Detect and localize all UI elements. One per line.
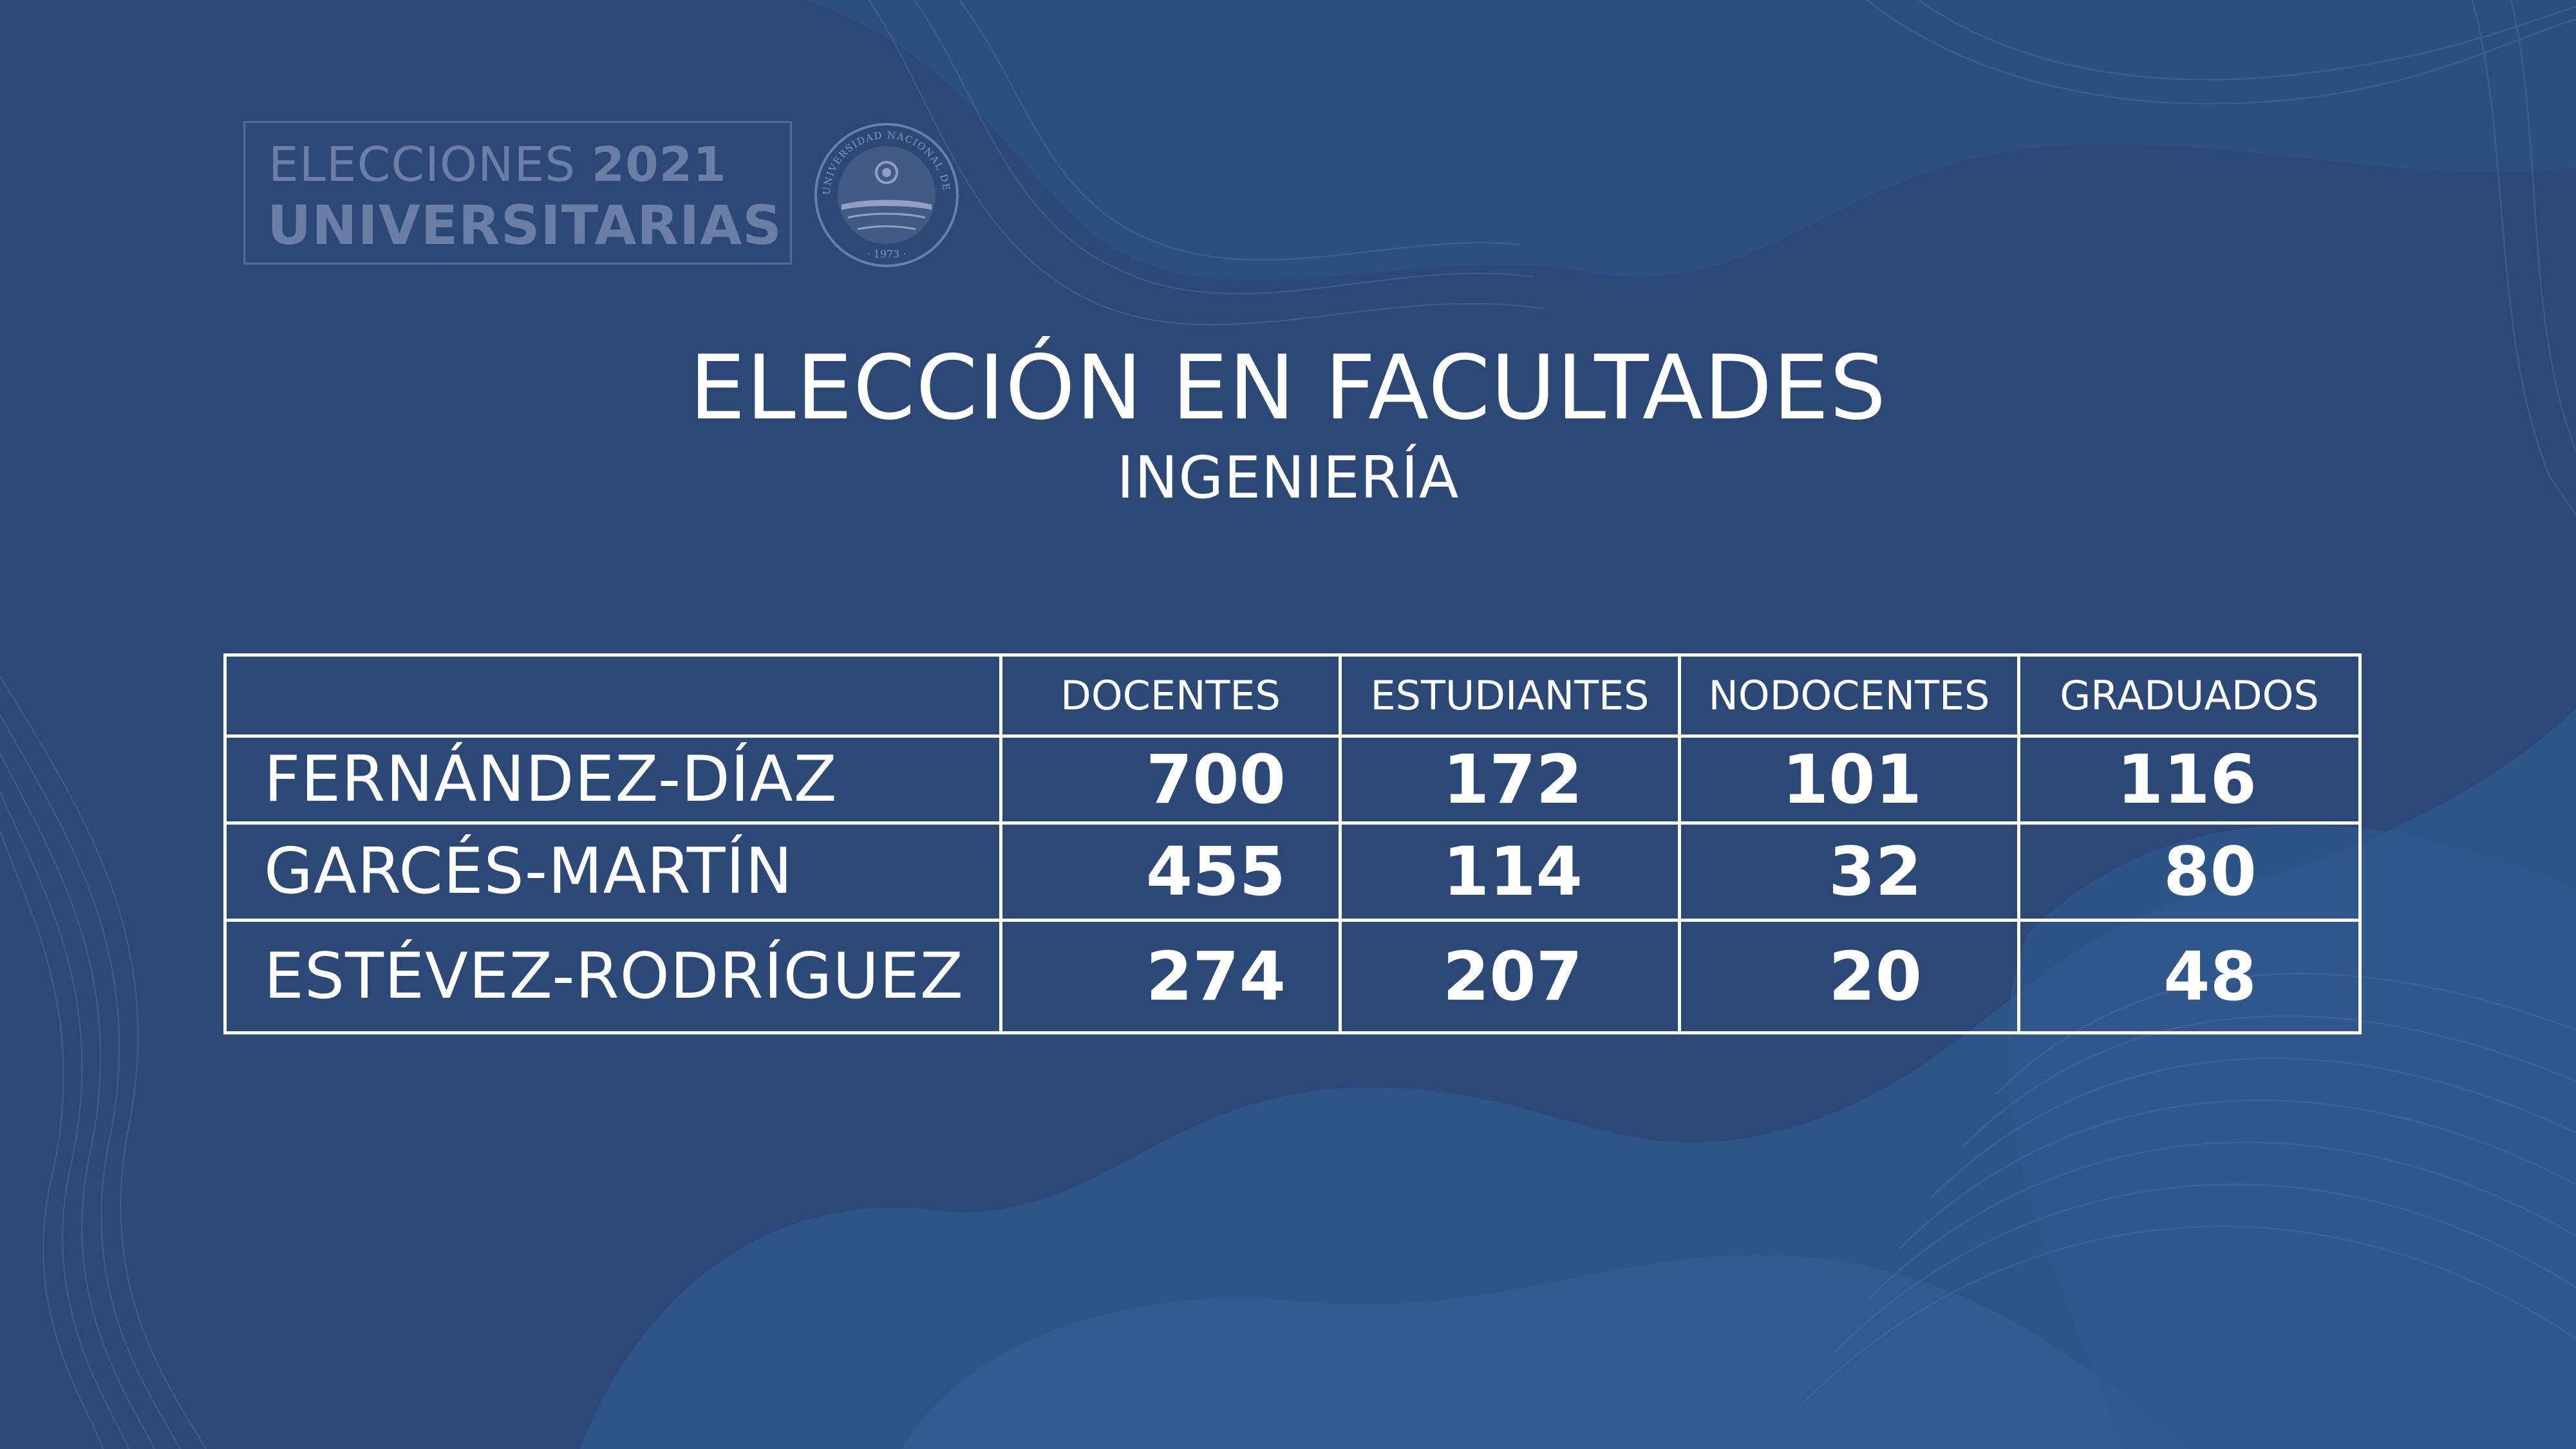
votes-graduados: 48: [2017, 919, 2362, 1034]
sun-icon: [875, 161, 898, 184]
elections-logo: ELECCIONES 2021 UNIVERSITARIAS: [243, 121, 792, 265]
votes-nodocentes: 101: [1678, 734, 2020, 825]
table-row: ESTÉVEZ-RODRÍGUEZ 274 207 20 48: [223, 919, 2362, 1034]
votes-docentes: 274: [999, 919, 1342, 1034]
votes-graduados: 116: [2017, 734, 2362, 825]
table-row: GARCÉS-MARTÍN 455 114 32 80: [223, 821, 2362, 922]
candidate-name: GARCÉS-MARTÍN: [223, 821, 1002, 922]
header-empty: [223, 653, 1002, 738]
logo-year: 2021: [591, 137, 727, 192]
votes-nodocentes: 32: [1678, 821, 2020, 922]
header-nodocentes: NODOCENTES: [1678, 653, 2020, 738]
votes-estudiantes: 207: [1339, 919, 1681, 1034]
university-seal: UNIVERSIDAD NACIONAL DE SAN JUAN · 1973 …: [813, 121, 959, 267]
logo-line-2: UNIVERSITARIAS: [267, 194, 782, 257]
votes-estudiantes: 114: [1339, 821, 1681, 922]
votes-graduados: 80: [2017, 821, 2362, 922]
logo-line-1: ELECCIONES 2021: [268, 137, 727, 192]
votes-docentes: 700: [999, 734, 1342, 825]
table-header-row: DOCENTES ESTUDIANTES NODOCENTES GRADUADO…: [223, 653, 2362, 738]
page-subtitle: INGENIERÍA: [1116, 444, 1460, 512]
candidate-name: FERNÁNDEZ-DÍAZ: [223, 734, 1002, 825]
page-title: ELECCIÓN EN FACULTADES: [689, 336, 1887, 440]
header-graduados: GRADUADOS: [2017, 653, 2362, 738]
logo-word-elecciones: ELECCIONES: [268, 137, 576, 192]
table-row: FERNÁNDEZ-DÍAZ 700 172 101 116: [223, 734, 2362, 825]
candidate-name: ESTÉVEZ-RODRÍGUEZ: [223, 919, 1002, 1034]
bg-blob-top: [805, 0, 2576, 280]
bg-blob-bottom-2: [901, 1255, 2189, 1449]
header-docentes: DOCENTES: [999, 653, 1342, 738]
votes-estudiantes: 172: [1339, 734, 1681, 825]
votes-docentes: 455: [999, 821, 1342, 922]
results-table: DOCENTES ESTUDIANTES NODOCENTES GRADUADO…: [223, 653, 2362, 1034]
votes-nodocentes: 20: [1678, 919, 2020, 1034]
seal-year: · 1973 ·: [867, 248, 906, 260]
header-estudiantes: ESTUDIANTES: [1339, 653, 1681, 738]
